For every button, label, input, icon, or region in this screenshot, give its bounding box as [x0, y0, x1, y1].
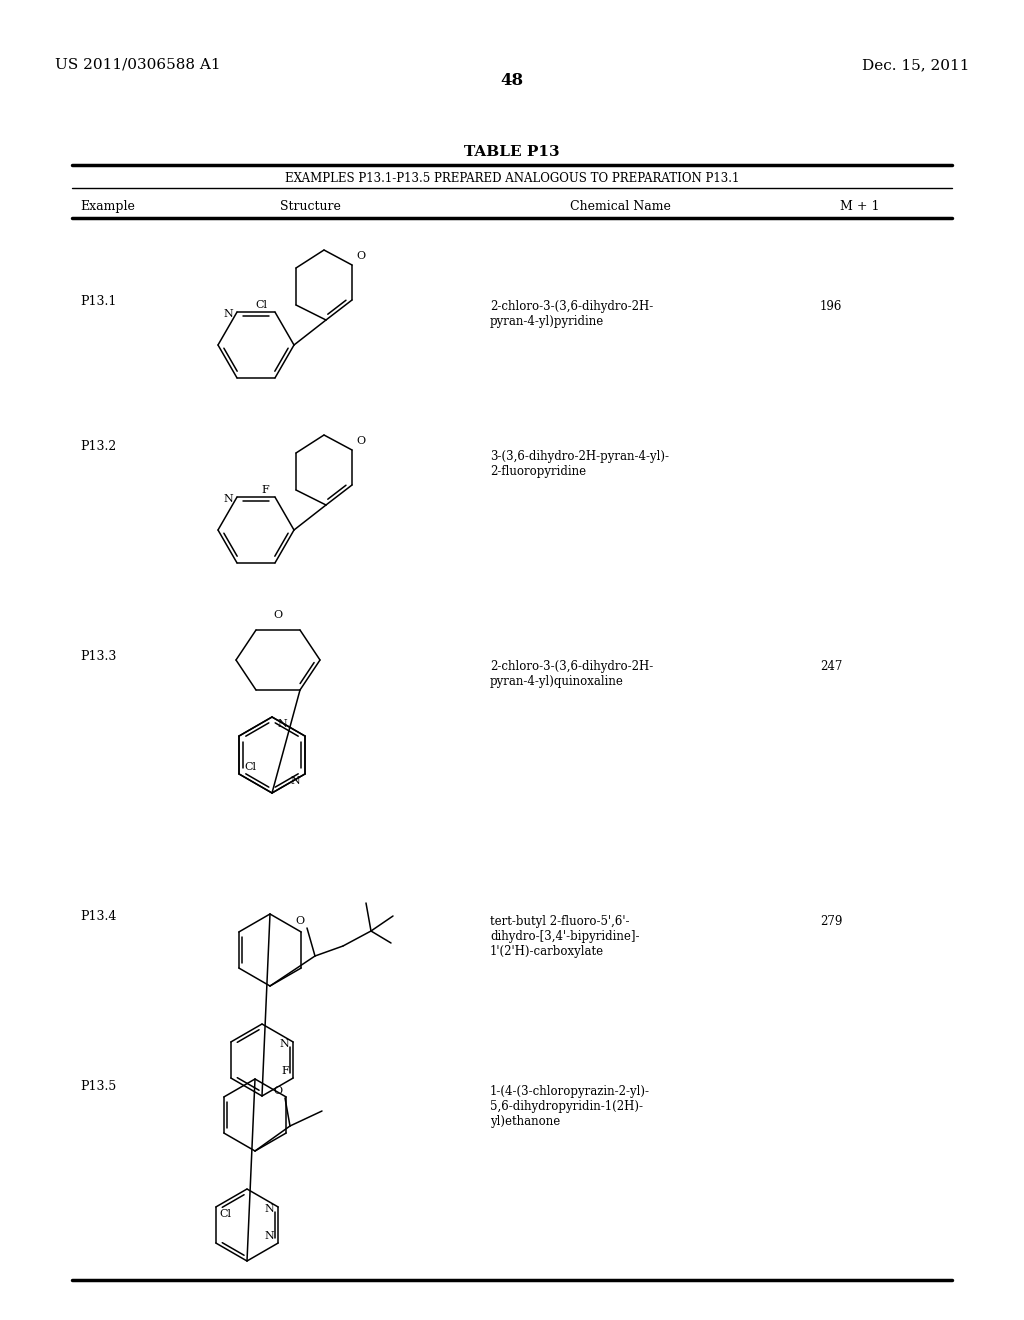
- Text: EXAMPLES P13.1-P13.5 PREPARED ANALOGOUS TO PREPARATION P13.1: EXAMPLES P13.1-P13.5 PREPARED ANALOGOUS …: [285, 172, 739, 185]
- Text: P13.2: P13.2: [80, 440, 117, 453]
- Text: P13.4: P13.4: [80, 909, 117, 923]
- Text: 1'(2'H)-carboxylate: 1'(2'H)-carboxylate: [490, 945, 604, 958]
- Text: Cl: Cl: [244, 762, 256, 772]
- Text: 2-fluoropyridine: 2-fluoropyridine: [490, 465, 586, 478]
- Text: N: N: [223, 494, 233, 504]
- Text: N: N: [264, 1204, 274, 1214]
- Text: 5,6-dihydropyridin-1(2H)-: 5,6-dihydropyridin-1(2H)-: [490, 1100, 643, 1113]
- Text: Chemical Name: Chemical Name: [569, 201, 671, 213]
- Text: M + 1: M + 1: [841, 201, 880, 213]
- Text: 2-chloro-3-(3,6-dihydro-2H-: 2-chloro-3-(3,6-dihydro-2H-: [490, 300, 653, 313]
- Text: US 2011/0306588 A1: US 2011/0306588 A1: [55, 58, 220, 73]
- Text: 196: 196: [820, 300, 843, 313]
- Text: P13.3: P13.3: [80, 649, 117, 663]
- Text: Structure: Structure: [280, 201, 340, 213]
- Text: TABLE P13: TABLE P13: [464, 145, 560, 158]
- Text: Example: Example: [80, 201, 135, 213]
- Text: N: N: [278, 719, 287, 729]
- Text: pyran-4-yl)quinoxaline: pyran-4-yl)quinoxaline: [490, 675, 624, 688]
- Text: N: N: [264, 1232, 274, 1241]
- Text: O: O: [356, 436, 366, 446]
- Text: O: O: [273, 1086, 283, 1096]
- Text: pyran-4-yl)pyridine: pyran-4-yl)pyridine: [490, 315, 604, 327]
- Text: O: O: [356, 251, 366, 261]
- Text: O: O: [273, 610, 283, 620]
- Text: tert-butyl 2-fluoro-5',6'-: tert-butyl 2-fluoro-5',6'-: [490, 915, 630, 928]
- Text: yl)ethanone: yl)ethanone: [490, 1115, 560, 1129]
- Text: Dec. 15, 2011: Dec. 15, 2011: [861, 58, 969, 73]
- Text: P13.1: P13.1: [80, 294, 117, 308]
- Text: 247: 247: [820, 660, 843, 673]
- Text: dihydro-[3,4'-bipyridine]-: dihydro-[3,4'-bipyridine]-: [490, 931, 640, 942]
- Text: 279: 279: [820, 915, 843, 928]
- Text: Cl: Cl: [255, 300, 267, 310]
- Text: O: O: [296, 916, 305, 927]
- Text: Cl: Cl: [220, 1209, 231, 1218]
- Text: N: N: [290, 776, 300, 785]
- Text: N: N: [280, 1039, 289, 1049]
- Text: 3-(3,6-dihydro-2H-pyran-4-yl)-: 3-(3,6-dihydro-2H-pyran-4-yl)-: [490, 450, 669, 463]
- Text: 48: 48: [501, 73, 523, 88]
- Text: 2-chloro-3-(3,6-dihydro-2H-: 2-chloro-3-(3,6-dihydro-2H-: [490, 660, 653, 673]
- Text: 1-(4-(3-chloropyrazin-2-yl)-: 1-(4-(3-chloropyrazin-2-yl)-: [490, 1085, 650, 1098]
- Text: F: F: [261, 484, 269, 495]
- Text: P13.5: P13.5: [80, 1080, 117, 1093]
- Text: N: N: [223, 309, 233, 319]
- Text: F: F: [282, 1067, 289, 1076]
